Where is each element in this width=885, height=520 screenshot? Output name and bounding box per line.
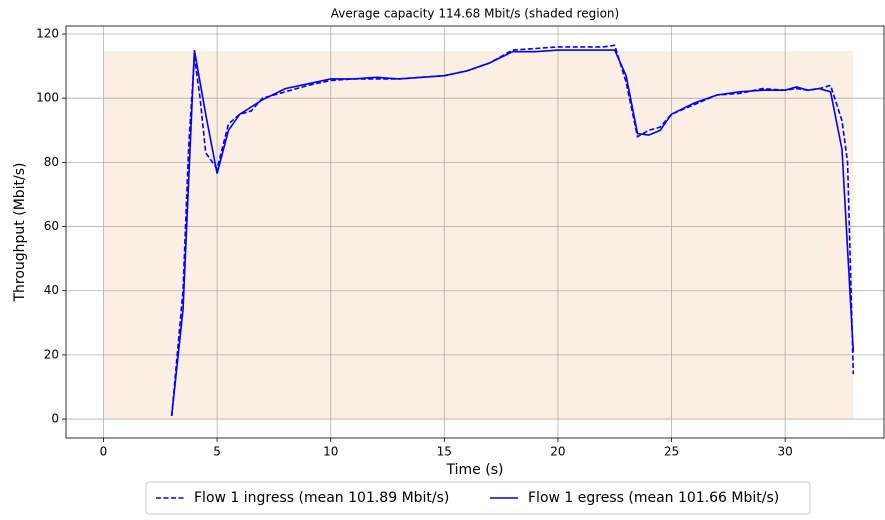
y-tick-label: 20 xyxy=(44,347,59,361)
y-tick-label: 100 xyxy=(36,91,59,105)
x-tick-label: 30 xyxy=(778,445,793,459)
x-tick-label: 10 xyxy=(323,445,338,459)
y-tick-label: 40 xyxy=(44,283,59,297)
y-tick-label: 60 xyxy=(44,219,59,233)
legend-label: Flow 1 egress (mean 101.66 Mbit/s) xyxy=(528,490,779,506)
x-tick-label: 25 xyxy=(664,445,679,459)
y-tick-label: 120 xyxy=(36,27,59,41)
x-tick-label: 20 xyxy=(550,445,565,459)
y-tick-label: 80 xyxy=(44,155,59,169)
capacity-region xyxy=(103,51,854,420)
chart-title: Average capacity 114.68 Mbit/s (shaded r… xyxy=(331,7,619,21)
x-axis-label: Time (s) xyxy=(446,462,504,478)
axes-frame xyxy=(65,25,885,439)
y-axis-label: Throughput (Mbit/s) xyxy=(12,162,28,302)
y-tick-label: 0 xyxy=(51,412,59,426)
x-tick-label: 0 xyxy=(100,445,108,459)
legend-box xyxy=(145,481,811,515)
legend-label: Flow 1 ingress (mean 101.89 Mbit/s) xyxy=(194,490,449,506)
legend: Flow 1 ingress (mean 101.89 Mbit/s) Flow … xyxy=(145,481,811,515)
x-tick-label: 5 xyxy=(213,445,221,459)
x-tick-label: 15 xyxy=(437,445,452,459)
plot-area: 0 5 10 15 20 25 30 0 20 40 60 80 100 120 xyxy=(36,25,885,459)
line-series xyxy=(170,49,855,416)
